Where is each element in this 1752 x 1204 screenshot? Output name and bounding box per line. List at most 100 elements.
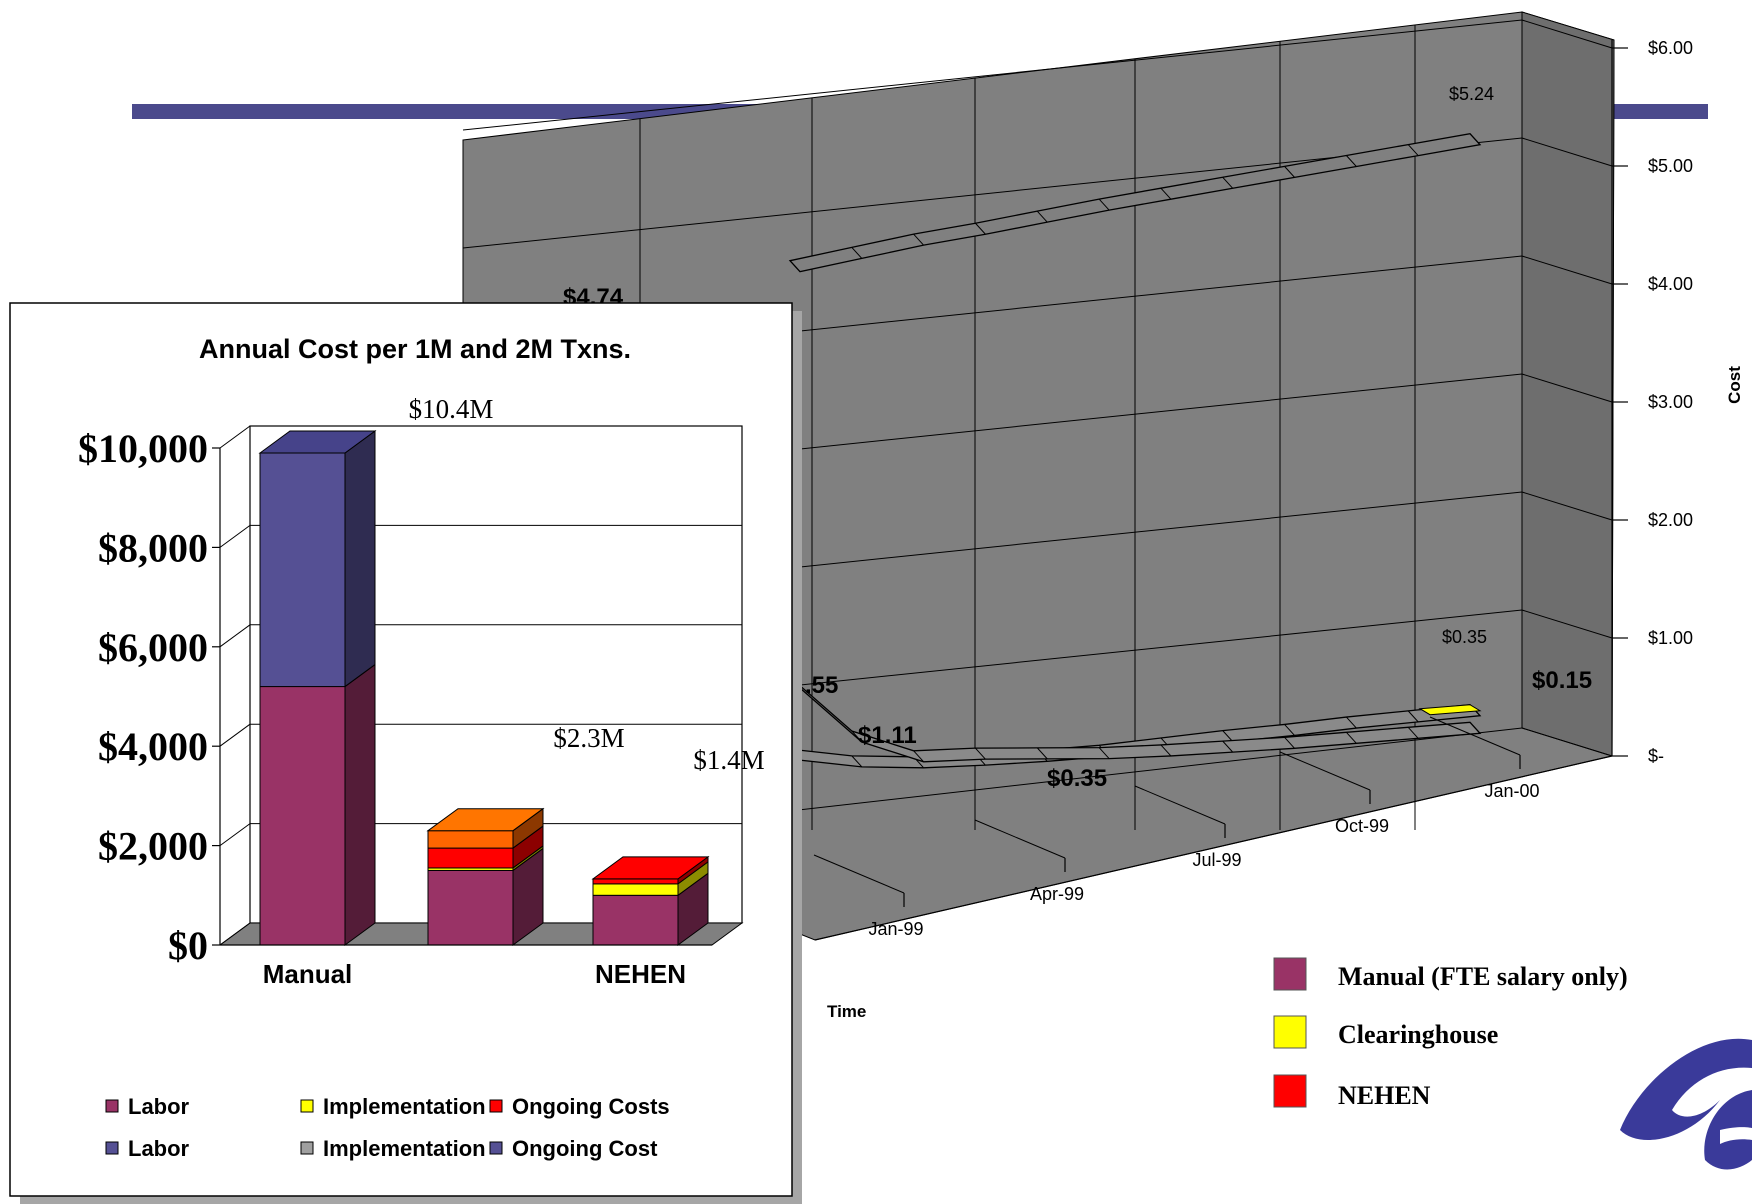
grid-line-side — [1521, 727, 1613, 757]
y-axis: $6.00 $5.00 $4.00 $3.00 $2.00 $1.00 $- — [1611, 38, 1693, 766]
series-point — [1345, 155, 1357, 167]
bar-legend: Labor Implementation Ongoing Costs Labor… — [105, 1094, 670, 1161]
side-wall — [1521, 11, 1615, 757]
bar-segment — [592, 878, 679, 885]
x-tick-label: Apr-99 — [1030, 884, 1084, 904]
grid-line-side — [1521, 19, 1613, 49]
series-point — [1407, 726, 1419, 739]
annotation-clearinghouse-end: $0.35 — [1442, 627, 1487, 647]
x-tick-label: Jan-99 — [868, 919, 923, 939]
x-tick-label: Jan-00 — [1484, 781, 1539, 801]
series-point — [851, 730, 863, 743]
x-axis-title: Time — [827, 1002, 866, 1021]
x-floor-line — [1429, 716, 1521, 756]
x-floor-line — [974, 819, 1066, 859]
series-point — [1222, 730, 1234, 742]
series-point — [789, 260, 801, 273]
legend-label-clearinghouse: Clearinghouse — [1338, 1020, 1498, 1049]
grid-line-side — [1521, 255, 1613, 285]
annotation-manual-end: $5.24 — [1449, 84, 1494, 104]
series-point — [1284, 166, 1295, 178]
y-tick-label: $- — [1648, 746, 1664, 766]
bar-x-tick-label: Manual — [263, 959, 353, 989]
bar-segment — [427, 847, 514, 869]
series-point — [1284, 724, 1295, 736]
bar-legend-label-4: Implementation — [323, 1136, 486, 1161]
bar-legend-swatch-5 — [489, 1141, 503, 1155]
bar-legend-label-0: Labor — [128, 1094, 190, 1119]
series-point — [1469, 721, 1481, 734]
bar-y-tick-label: $10,000 — [78, 426, 208, 471]
series-lines — [788, 132, 1482, 769]
series-point — [1098, 747, 1110, 759]
legend-label-manual: Manual (FTE salary only) — [1338, 962, 1628, 991]
y-tick-label: $1.00 — [1648, 628, 1693, 648]
annotation-nehen-end: $0.15 — [1532, 667, 1592, 694]
bar-segment — [592, 894, 679, 946]
grid-line-side — [1521, 491, 1613, 521]
series-point — [975, 747, 986, 760]
bar-y-tick-label: $0 — [168, 923, 208, 968]
bar-chart-title: Annual Cost per 1M and 2M Txns. — [199, 334, 631, 364]
series-point — [851, 755, 863, 768]
bar-top — [591, 856, 710, 880]
bar-legend-label-3: Labor — [128, 1136, 190, 1161]
y-tick-label: $5.00 — [1648, 156, 1693, 176]
bar-top — [258, 430, 377, 454]
series-point — [1407, 710, 1419, 723]
bar-grid-diag — [219, 823, 251, 847]
series-point — [1345, 716, 1357, 729]
bar-legend-swatch-1 — [300, 1099, 314, 1113]
grid-line-side — [1521, 137, 1613, 167]
legend-swatch-clearinghouse — [1273, 1015, 1307, 1049]
logo — [1620, 1038, 1752, 1170]
x-axis-line — [814, 755, 1613, 941]
x-axis: Jan-99 Apr-99 Jul-99 Oct-99 Jan-00 — [813, 716, 1613, 941]
bar-series — [258, 429, 710, 946]
series-point — [1160, 187, 1172, 200]
bar-y-tick-label: $2,000 — [98, 824, 208, 869]
series-point — [913, 750, 925, 763]
series-point — [851, 247, 863, 259]
grid-line-side — [1521, 609, 1613, 639]
series-point — [1098, 198, 1110, 211]
bar-legend-swatch-0 — [105, 1099, 119, 1113]
bar-grid-diag — [219, 624, 251, 648]
series-point — [913, 233, 925, 246]
x-tick-label: Jul-99 — [1192, 850, 1241, 870]
x-tick-label: Oct-99 — [1335, 816, 1389, 836]
y-axis-title: Cost — [1725, 366, 1744, 404]
bar-legend-swatch-3 — [105, 1141, 119, 1155]
annotation-clearinghouse-start: .55 — [805, 672, 838, 699]
series-point — [1160, 744, 1172, 757]
legend-swatch-nehen — [1273, 1074, 1307, 1108]
series-point — [975, 222, 986, 235]
bar-segment — [259, 452, 346, 688]
bar-legend-label-5: Ongoing Cost — [512, 1136, 658, 1161]
bar-data-label-manual: $10.4M — [409, 394, 494, 424]
grid-line-side — [1521, 373, 1613, 403]
bar-grid-diag — [219, 922, 251, 946]
grid-line-h — [462, 19, 1523, 131]
bar-y-tick-label: $4,000 — [98, 724, 208, 769]
y-tick-label: $6.00 — [1648, 38, 1693, 58]
bar-data-label-nehen: $1.4M — [693, 745, 764, 775]
bar-segment-side — [344, 663, 376, 946]
y-tick-label: $3.00 — [1648, 392, 1693, 412]
bar-y-tick-label: $8,000 — [98, 525, 208, 570]
bar-legend-label-1: Implementation — [323, 1094, 486, 1119]
x-floor-line — [813, 854, 905, 894]
series-point — [1222, 740, 1234, 753]
annotation-nehen-start: $1.11 — [858, 722, 917, 749]
x-floor-line — [1134, 785, 1226, 825]
bar-segment — [592, 883, 679, 896]
series-point — [1222, 176, 1234, 189]
bar-segment — [427, 869, 514, 946]
bar-y-axis: $10,000 $8,000 $6,000 $4,000 $2,000 $0 — [78, 426, 221, 968]
bar-segment — [259, 686, 346, 946]
bar-legend-label-2: Ongoing Costs — [512, 1094, 670, 1119]
series-point — [1284, 736, 1295, 749]
annotation-mid: $0.35 — [1047, 765, 1107, 792]
bar-x-tick-label: NEHEN — [595, 959, 686, 989]
series-end-highlight — [1418, 704, 1482, 716]
